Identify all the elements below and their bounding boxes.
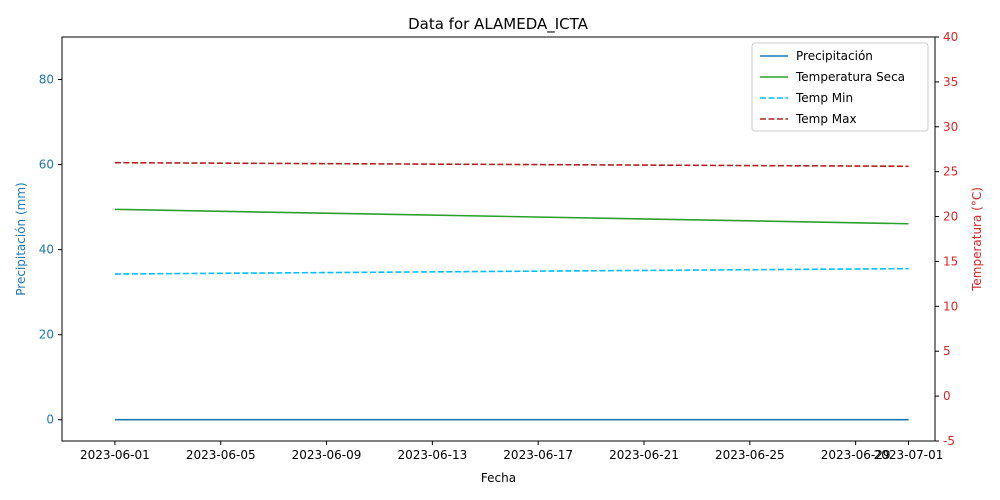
y-axis-right: -5 0 5 10 15 20 25 30 35 40 xyxy=(935,30,958,448)
y-right-tick-label: 15 xyxy=(943,254,958,268)
y-right-tick-label: 40 xyxy=(943,30,958,44)
legend-label: Temp Max xyxy=(795,112,857,126)
x-axis-label: Fecha xyxy=(481,471,516,485)
legend-label: Temperatura Seca xyxy=(795,70,905,84)
plot-lines xyxy=(114,161,909,421)
legend-label: Precipitación xyxy=(796,49,873,63)
x-tick-label: 2023-06-17 xyxy=(503,448,573,462)
legend-label: Temp Min xyxy=(795,91,853,105)
x-tick-label: 2023-06-25 xyxy=(715,448,785,462)
y-right-tick-label: 30 xyxy=(943,120,958,134)
x-tick-label: 2023-06-21 xyxy=(609,448,679,462)
y-right-tick-label: -5 xyxy=(943,434,955,448)
y-axis-right-label: Temperatura (°C) xyxy=(970,187,984,292)
y-right-tick-label: 5 xyxy=(943,344,951,358)
x-tick-label: 2023-06-29 xyxy=(821,448,891,462)
y-axis-left-label: Precipitación (mm) xyxy=(14,182,28,295)
legend-box xyxy=(751,42,929,132)
y-left-tick-label: 60 xyxy=(39,158,54,172)
y-left-tick-label: 20 xyxy=(39,328,54,342)
y-axis-left: 0 20 40 60 80 xyxy=(39,73,62,427)
y-left-tick-label: 0 xyxy=(46,413,54,427)
x-tick-label: 2023-06-09 xyxy=(292,448,362,462)
x-tick-label: 2023-06-13 xyxy=(397,448,467,462)
x-tick-label: 2023-06-05 xyxy=(186,448,256,462)
y-right-tick-label: 0 xyxy=(943,389,951,403)
x-axis: 2023-06-01 2023-06-05 2023-06-09 2023-06-13… xyxy=(80,441,943,462)
plot-frame xyxy=(61,36,936,442)
y-right-tick-label: 35 xyxy=(943,75,958,89)
series-line-3 xyxy=(114,161,909,168)
series-line-1 xyxy=(114,208,909,225)
legend: Precipitación Temperatura Seca Temp Min Tem… xyxy=(751,42,929,132)
series-line-2 xyxy=(114,267,909,275)
y-left-tick-label: 80 xyxy=(39,73,54,87)
chart-title: Data for ALAMEDA_ICTA xyxy=(408,15,589,34)
y-right-tick-label: 10 xyxy=(943,299,958,313)
x-tick-label: 2023-06-01 xyxy=(80,448,150,462)
y-right-tick-label: 20 xyxy=(943,210,958,224)
y-right-tick-label: 25 xyxy=(943,165,958,179)
x-tick-label: 2023-07-01 xyxy=(874,448,944,462)
y-left-tick-label: 40 xyxy=(39,243,54,257)
